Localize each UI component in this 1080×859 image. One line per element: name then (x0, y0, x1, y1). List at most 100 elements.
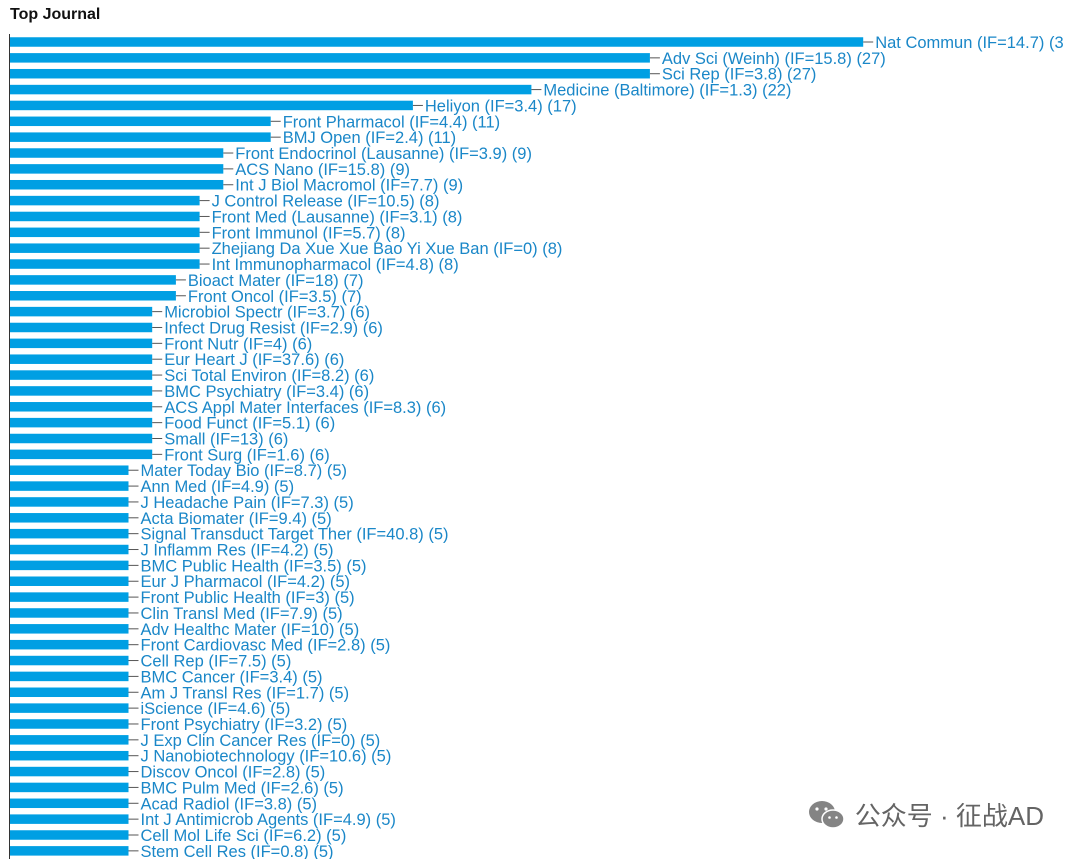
wechat-icon (808, 800, 845, 829)
bar-label: Int J Biol Macromol (IF=7.7) (9) (235, 177, 463, 195)
bar (10, 750, 129, 761)
bar (10, 322, 153, 333)
bar-label: Acad Radiol (IF=3.8) (5) (141, 795, 318, 813)
chart-title: Top Journal (10, 6, 101, 23)
bar-label: J Exp Clin Cancer Res (IF=0) (5) (141, 732, 381, 750)
bar-label: Heliyon (IF=3.4) (17) (425, 97, 577, 115)
bar (10, 608, 129, 618)
bar-label: Adv Healthc Mater (IF=10) (5) (141, 621, 360, 639)
watermark: 公众号 · 征战AD (807, 796, 1044, 833)
bar (10, 624, 129, 634)
bar-label: ACS Appl Mater Interfaces (IF=8.3) (6) (164, 399, 446, 417)
bar (10, 481, 129, 491)
bar (10, 338, 153, 349)
bar (10, 544, 129, 555)
bar (10, 846, 129, 856)
bar (10, 798, 129, 809)
bar-label: J Headache Pain (IF=7.3) (5) (141, 494, 354, 512)
bar-label: Infect Drug Resist (IF=2.9) (6) (164, 319, 383, 337)
bar (10, 259, 200, 269)
bar (10, 655, 129, 666)
bar-label: J Control Release (IF=10.5) (8) (212, 193, 440, 211)
bar-label: Front Oncol (IF=3.5) (7) (188, 288, 362, 306)
bar-label: Front Pharmacol (IF=4.4) (11) (283, 113, 500, 131)
bar-label: Microbiol Spectr (IF=3.7) (6) (164, 304, 370, 322)
bar-label: Acta Biomater (IF=9.4) (5) (141, 510, 332, 528)
bar (10, 84, 532, 95)
bar-label: Cell Mol Life Sci (IF=6.2) (5) (141, 827, 347, 845)
bar (10, 211, 200, 222)
bar-label: ACS Nano (IF=15.8) (9) (235, 161, 410, 179)
bar-label: Mater Today Bio (IF=8.7) (5) (141, 462, 347, 480)
bar-label: Cell Rep (IF=7.5) (5) (141, 653, 292, 671)
bar (10, 592, 129, 602)
watermark-text: 公众号 · 征战AD (854, 801, 1044, 831)
bar (10, 53, 650, 63)
bar (10, 528, 129, 539)
bar-label: Eur Heart J (IF=37.6) (6) (164, 351, 344, 369)
bar-label: Bioact Mater (IF=18) (7) (188, 272, 364, 290)
bar-label: Adv Sci (Weinh) (IF=15.8) (27) (662, 50, 886, 68)
bar-label: Discov Oncol (IF=2.8) (5) (141, 764, 326, 782)
bar (10, 179, 224, 190)
bar-label: BMC Cancer (IF=3.4) (5) (141, 668, 323, 686)
bar-label: J Inflamm Res (IF=4.2) (5) (141, 542, 334, 560)
bar (10, 417, 153, 428)
bar-label: Sci Total Environ (IF=8.2) (6) (164, 367, 374, 385)
bar-label: Front Endocrinol (Lausanne) (IF=3.9) (9) (235, 145, 532, 163)
bar-label: Front Public Health (IF=3) (5) (141, 589, 355, 607)
bar-label: BMC Public Health (IF=3.5) (5) (141, 557, 367, 575)
bar (10, 560, 129, 571)
bar (10, 291, 176, 301)
bar-label: Nat Commun (IF=14.7) (3 (875, 34, 1063, 52)
bar-label: Food Funct (IF=5.1) (6) (164, 415, 335, 433)
bar-label: Am J Transl Res (IF=1.7) (5) (141, 684, 350, 702)
bar-label: Zhejiang Da Xue Xue Bao Yi Xue Ban (IF=0… (212, 240, 563, 258)
bar-label: Front Immunol (IF=5.7) (8) (212, 224, 406, 242)
bar (10, 766, 129, 777)
bar (10, 275, 176, 285)
bar (10, 449, 153, 460)
bar (10, 227, 200, 238)
bar (10, 465, 129, 475)
bar-label: Int Immunopharmacol (IF=4.8) (8) (212, 256, 459, 274)
bar (10, 37, 864, 47)
bar (10, 719, 129, 729)
bar-label: Stem Cell Res (IF=0.8) (5) (141, 843, 334, 859)
bar-label: Eur J Pharmacol (IF=4.2) (5) (141, 573, 351, 591)
bar-label: Front Surg (IF=1.6) (6) (164, 446, 330, 464)
bar (10, 243, 200, 253)
bar (10, 100, 413, 111)
bar (10, 830, 129, 840)
bar-label: iScience (IF=4.6) (5) (141, 700, 291, 718)
bar (10, 132, 271, 142)
bar (10, 576, 129, 586)
bar (10, 402, 153, 412)
bar-label: Ann Med (IF=4.9) (5) (141, 478, 295, 496)
bar (10, 639, 129, 650)
bar (10, 814, 129, 824)
bar (10, 735, 129, 745)
bar (10, 195, 200, 206)
bar (10, 386, 153, 396)
bar-label: Front Psychiatry (IF=3.2) (5) (141, 716, 348, 734)
bar (10, 306, 153, 317)
bar-label: Sci Rep (IF=3.8) (27) (662, 66, 817, 84)
bar-label: Small (IF=13) (6) (164, 431, 288, 449)
bar (10, 354, 153, 364)
bar (10, 116, 271, 127)
bar (10, 433, 153, 444)
bar-label: Front Med (Lausanne) (IF=3.1) (8) (212, 208, 463, 226)
bar-label: BMJ Open (IF=2.4) (11) (283, 129, 456, 147)
bar-label: Front Cardiovasc Med (IF=2.8) (5) (141, 637, 391, 655)
bar-label: J Nanobiotechnology (IF=10.6) (5) (141, 748, 392, 766)
bar (10, 497, 129, 507)
bar (10, 370, 153, 380)
bar-label: Clin Transl Med (IF=7.9) (5) (141, 605, 343, 623)
bar (10, 671, 129, 682)
bar (10, 148, 224, 158)
bar-label: Medicine (Baltimore) (IF=1.3) (22) (543, 82, 791, 100)
bar-label: Front Nutr (IF=4) (6) (164, 335, 312, 353)
bar (10, 68, 650, 79)
